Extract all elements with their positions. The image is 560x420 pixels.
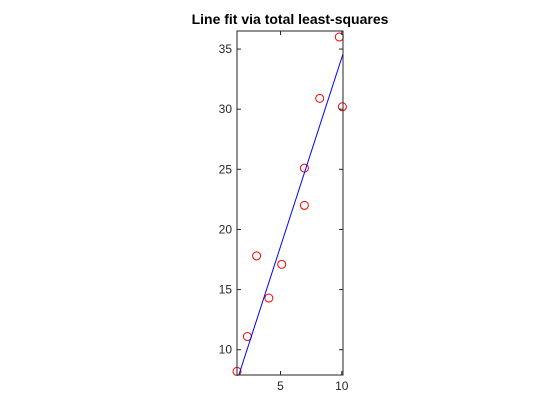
axes-box <box>236 30 344 376</box>
axes-frame <box>236 30 344 376</box>
axes-background <box>237 31 343 375</box>
data-point <box>252 251 262 261</box>
plot-area: 5 10 10 15 20 25 30 35 <box>219 30 349 393</box>
x-tick-label: 10 <box>335 379 349 393</box>
data-point <box>277 259 287 269</box>
y-tick-label: 35 <box>219 42 233 56</box>
x-axis-ticks: 5 10 <box>277 31 349 393</box>
x-tick-label: 5 <box>277 379 284 393</box>
data-point <box>299 200 309 210</box>
y-tick-label: 15 <box>219 283 233 297</box>
fit-line <box>238 53 343 375</box>
y-tick-label: 20 <box>219 222 233 236</box>
y-axis-ticks: 10 15 20 25 30 35 <box>219 42 343 357</box>
data-point <box>315 93 325 103</box>
y-tick-label: 25 <box>219 162 233 176</box>
data-point <box>264 293 274 303</box>
data-point <box>337 102 347 112</box>
chart-title: Line fit via total least-squares <box>192 11 389 27</box>
y-tick-label: 30 <box>219 102 233 116</box>
y-tick-label: 10 <box>219 343 233 357</box>
